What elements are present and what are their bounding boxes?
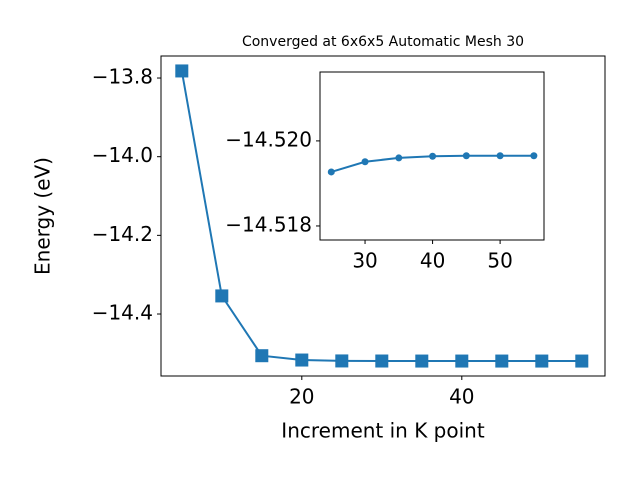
- x-tick-label: 20: [289, 385, 314, 409]
- marker: [455, 354, 469, 368]
- marker: [530, 152, 538, 160]
- marker: [462, 152, 470, 160]
- marker: [327, 168, 335, 176]
- x-axis-label: Increment in K point: [281, 419, 485, 443]
- y-tick-label: −14.4: [92, 301, 153, 325]
- marker: [255, 349, 269, 363]
- y-tick-label: −14.0: [92, 143, 153, 167]
- marker: [335, 354, 349, 368]
- y-tick-label: −13.8: [92, 65, 153, 89]
- x-tick-label: 40: [420, 249, 445, 273]
- marker: [295, 353, 309, 367]
- y-tick-label: −14.2: [92, 222, 153, 246]
- y-tick-label: −14.518: [225, 212, 312, 236]
- y-axis-label: Energy (eV): [31, 157, 55, 275]
- marker: [535, 354, 549, 368]
- marker: [495, 354, 509, 368]
- chart-title: Converged at 6x6x5 Automatic Mesh 30: [242, 34, 524, 50]
- marker: [375, 354, 389, 368]
- marker: [575, 354, 589, 368]
- marker: [175, 64, 189, 78]
- marker: [361, 158, 369, 166]
- y-tick-label: −14.520: [225, 127, 312, 151]
- marker: [215, 289, 229, 303]
- marker: [429, 152, 437, 160]
- x-tick-label: 30: [352, 249, 377, 273]
- marker: [395, 154, 403, 162]
- x-tick-label: 50: [487, 249, 512, 273]
- marker: [415, 354, 429, 368]
- x-tick-label: 40: [449, 385, 474, 409]
- marker: [496, 152, 504, 160]
